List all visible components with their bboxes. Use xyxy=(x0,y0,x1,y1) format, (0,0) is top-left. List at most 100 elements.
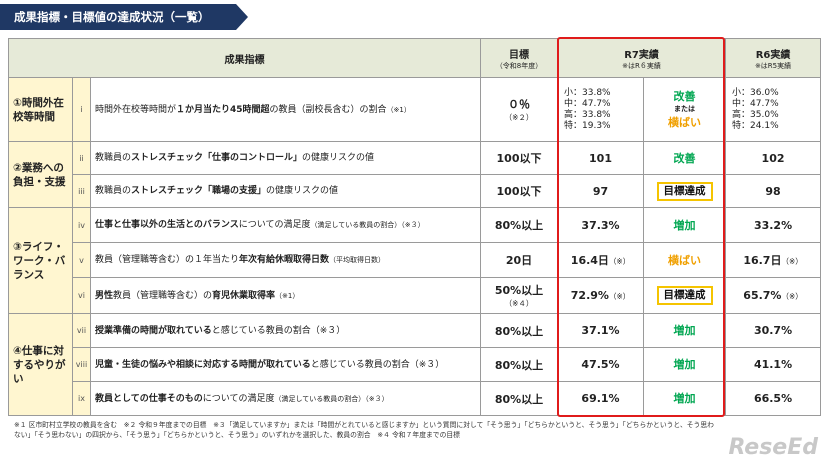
indicator-text: についての満足度 xyxy=(238,220,311,230)
header-sub: ※はR5実績 xyxy=(754,61,792,70)
r6-cell: 小：36.0% 中：47.7% 高：35.0% 特：24.1% xyxy=(725,77,822,142)
r6-line: 小：36.0% xyxy=(732,87,779,98)
r6-cell: 30.7% xyxy=(725,313,822,348)
r7-cell: 47.5% xyxy=(557,347,645,382)
indicator-text: の健康リスクの値 xyxy=(302,153,375,163)
indicator: 授業準備の時間が取れていると感じている教員の割合（※３） xyxy=(89,313,482,348)
r6-cell: 16.7日（※） xyxy=(725,242,822,278)
table-row: iii 教職員のストレスチェック「職場の支援」の健康リスクの値 100以下 97 目標達… xyxy=(9,174,822,208)
row-numeral: vi xyxy=(72,277,91,314)
indicator: 教職員のストレスチェック「職場の支援」の健康リスクの値 xyxy=(89,174,482,208)
r7-cell: 97 xyxy=(557,174,645,208)
r7-value: 37.1% xyxy=(581,324,620,337)
r7-line: 中：47.7% xyxy=(564,98,611,109)
table-row: ②業務への負担・支援 ii 教職員のストレスチェック「仕事のコントロール」の健康リス… xyxy=(8,141,822,208)
indicator: 児童・生徒の悩みや相談に対応する時間が取れていると感じている教員の割合（※３） xyxy=(89,347,482,382)
header-r7: R7実績 ※はR６実績 xyxy=(557,38,727,78)
indicator: 仕事と仕事以外の生活とのバランスについての満足度（満足している教員の割合）（※３… xyxy=(89,207,482,243)
row-numeral: ii xyxy=(72,141,91,175)
header-label: R7実績 xyxy=(624,49,659,61)
logo: ReseEd xyxy=(728,435,818,460)
r6-line: 高：35.0% xyxy=(732,109,779,120)
target-note: （※２） xyxy=(504,113,534,122)
r6-note: （※） xyxy=(781,292,803,301)
table-row: ix 教員としての仕事そのものについての満足度（満足している教員の割合）（※３） 8… xyxy=(9,381,822,416)
indicator-text: と感じている教員の割合（※３） xyxy=(211,325,346,336)
r6-value: 16.7日 xyxy=(743,254,782,267)
indicator-text: 児童・生徒の悩みや相談に対応する時間が取れている xyxy=(95,359,311,370)
target-cell: 20日 xyxy=(480,242,559,278)
row-numeral: vii xyxy=(72,313,91,348)
status-text: 目標達成 xyxy=(656,181,713,201)
indicator-text: （満足している教員の割合）（※３） xyxy=(274,394,389,403)
indicator-text: 教職員の xyxy=(95,153,132,163)
r6-value: 33.2% xyxy=(753,218,793,232)
status-text: 増加 xyxy=(673,324,696,337)
page-title: 成果指標・目標値の達成状況（一覧） xyxy=(14,10,210,24)
indicator-text: 男性 xyxy=(95,290,114,301)
r6-value: 41.1% xyxy=(753,358,793,371)
status-text: 増加 xyxy=(673,358,696,371)
r7-value: 72.9% xyxy=(570,289,609,302)
status-text: 増加 xyxy=(673,218,696,232)
status-text: または xyxy=(674,105,696,113)
status-cell: 横ばい xyxy=(643,242,727,278)
status-cell: 増加 xyxy=(643,313,727,348)
r7-value: 16.4日 xyxy=(570,254,609,267)
group-label: ①時間外在校等時間 xyxy=(8,77,73,142)
target-cell: 100以下 xyxy=(480,174,559,208)
indicator-text: 年次有給休暇取得日数 xyxy=(239,255,330,265)
target-cell: 80%以上 xyxy=(480,207,559,243)
indicator-text: 教員としての仕事そのもの xyxy=(95,393,203,404)
r7-cell: 69.1% xyxy=(557,381,645,416)
indicator-text: １か月当たり45時間超 xyxy=(176,104,270,115)
indicator-text: ストレスチェック「職場の支援」 xyxy=(131,186,267,196)
status-cell: 目標達成 xyxy=(643,174,727,208)
r7-cell: 72.9%（※） xyxy=(557,277,645,314)
r6-line: 特：24.1% xyxy=(732,120,779,131)
results-table: 成果指標 目標 （令和8年度） R7実績 ※はR６実績 R6実績 ※はR5実績 ①時間… xyxy=(7,38,822,416)
target-value: 20日 xyxy=(505,254,533,267)
r6-cell: 65.7%（※） xyxy=(725,277,822,314)
r7-note: （※） xyxy=(608,292,631,301)
target-cell: 80%以上 xyxy=(480,381,559,416)
status-cell: 増加 xyxy=(643,381,727,416)
indicator-text: ストレスチェック「仕事のコントロール」 xyxy=(131,153,303,163)
footnote: ※１ 区市町村立学校の教員を含む ※２ 令和９年度までの目標 ※３「満足していま… xyxy=(14,421,714,439)
status-text: 改善 xyxy=(673,151,696,165)
r6-value: 30.7% xyxy=(753,324,793,337)
target-value: 80%以上 xyxy=(494,219,544,232)
r6-value: 66.5% xyxy=(753,392,793,405)
indicator: 男性教員（管理職等含む）の育児休業取得率（※1） xyxy=(89,277,482,314)
status-cell: 増加 xyxy=(643,347,727,382)
group-label: ②業務への負担・支援 xyxy=(8,141,73,208)
r7-value: 97 xyxy=(592,184,609,198)
r7-note: （※） xyxy=(608,257,631,266)
header-target: 目標 （令和8年度） xyxy=(480,38,559,78)
r7-value: 101 xyxy=(589,151,612,165)
r7-line: 特：19.3% xyxy=(564,120,611,131)
target-note: （※４） xyxy=(504,299,534,308)
target-cell: 50%以上 （※４） xyxy=(480,277,559,314)
row-numeral: viii xyxy=(72,347,91,382)
status-text: 改善 xyxy=(673,90,696,103)
table-row: ①時間外在校等時間 i 時間外在校等時間が１か月当たり45時間超の教員（副校長含む）… xyxy=(8,77,822,142)
table-row: viii 児童・生徒の悩みや相談に対応する時間が取れていると感じている教員の割合（… xyxy=(9,347,822,382)
indicator-text: （※1） xyxy=(275,291,300,300)
target-value: 80%以上 xyxy=(494,324,544,338)
title-banner xyxy=(0,4,248,30)
indicator-text: 教員（管理職等含む）の xyxy=(113,290,213,301)
r7-value: 37.3% xyxy=(581,218,620,232)
row-numeral: ix xyxy=(72,381,91,416)
target-value: 80%以上 xyxy=(494,392,544,406)
row-numeral: iv xyxy=(72,207,91,243)
header-sub: （令和8年度） xyxy=(495,61,543,70)
group-label: ④仕事に対するやりがい xyxy=(8,313,73,416)
r7-value: 69.1% xyxy=(581,392,620,405)
indicator-text: （満足している教員の割合）（※３） xyxy=(310,221,425,229)
row-numeral: v xyxy=(72,242,91,278)
target-cell: 100以下 xyxy=(480,141,559,175)
target-value: ０％ xyxy=(508,98,531,111)
indicator: 教職員のストレスチェック「仕事のコントロール」の健康リスクの値 xyxy=(89,141,482,175)
